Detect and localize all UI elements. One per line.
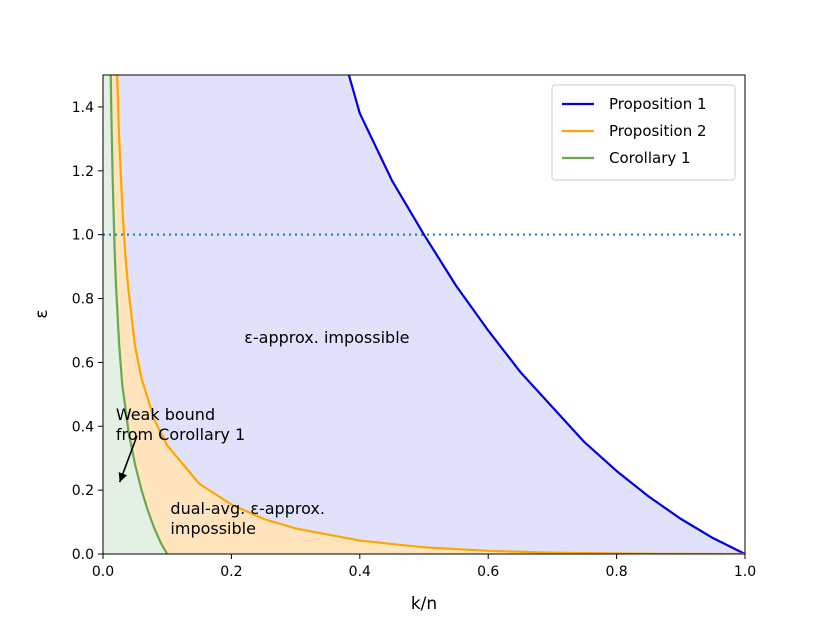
legend-label-proposition-2: Proposition 2 bbox=[609, 122, 707, 140]
y-tick-label: 1.2 bbox=[72, 164, 94, 180]
annotations: ε-approx. impossible dual-avg. ε-approx. i… bbox=[116, 328, 410, 538]
annotation-text: ε-approx. impossible bbox=[244, 328, 409, 347]
x-tick-label: 0.0 bbox=[92, 564, 114, 580]
x-axis-label: k/n bbox=[411, 594, 437, 614]
x-tick-label: 0.2 bbox=[220, 564, 242, 580]
x-tick-label: 1.0 bbox=[734, 564, 756, 580]
legend-label-proposition-1: Proposition 1 bbox=[609, 95, 707, 113]
series-lines bbox=[109, 75, 745, 554]
line-corollary-1 bbox=[109, 75, 169, 554]
annotation-line: dual-avg. ε-approx. bbox=[170, 499, 325, 518]
x-tick-label: 0.6 bbox=[477, 564, 499, 580]
fill-proposition-1 bbox=[103, 75, 745, 554]
legend: Proposition 1 Proposition 2 Corollary 1 bbox=[551, 84, 736, 181]
y-tick-label: 0.8 bbox=[72, 292, 94, 308]
annotation-line: impossible bbox=[170, 519, 256, 538]
y-tick-label: 0.4 bbox=[72, 419, 94, 435]
annotation-line: ε-approx. impossible bbox=[244, 328, 409, 347]
y-tick-label: 0.6 bbox=[72, 355, 94, 371]
region-fills bbox=[103, 75, 745, 554]
y-tick-label: 1.0 bbox=[72, 228, 94, 244]
annotation-arrow-head bbox=[118, 472, 128, 483]
y-tick-label: 1.4 bbox=[72, 100, 94, 116]
annotation-line: Weak bound bbox=[116, 405, 215, 424]
plot-frame bbox=[102, 74, 746, 555]
annotation-text: Weak bound from Corollary 1 bbox=[116, 405, 245, 444]
fill-corollary-1 bbox=[103, 75, 168, 554]
fill-proposition-2 bbox=[103, 75, 745, 554]
y-tick-label: 0.0 bbox=[72, 547, 94, 563]
x-tick-label: 0.8 bbox=[605, 564, 627, 580]
y-tick-label: 0.2 bbox=[72, 483, 94, 499]
y-axis-label: ε bbox=[32, 309, 52, 318]
y-axis-ticks: 0.0 0.2 0.4 0.6 0.8 1.0 1.2 1.4 bbox=[72, 100, 103, 563]
legend-box bbox=[551, 84, 736, 181]
x-axis-ticks: 0.0 0.2 0.4 0.6 0.8 1.0 bbox=[92, 554, 756, 580]
legend-label-corollary-1: Corollary 1 bbox=[609, 149, 691, 167]
x-tick-label: 0.4 bbox=[349, 564, 371, 580]
line-proposition-2 bbox=[116, 75, 745, 554]
annotation-text: dual-avg. ε-approx. impossible bbox=[170, 499, 325, 538]
line-proposition-1 bbox=[347, 75, 745, 554]
annotation-line: from Corollary 1 bbox=[116, 425, 245, 444]
